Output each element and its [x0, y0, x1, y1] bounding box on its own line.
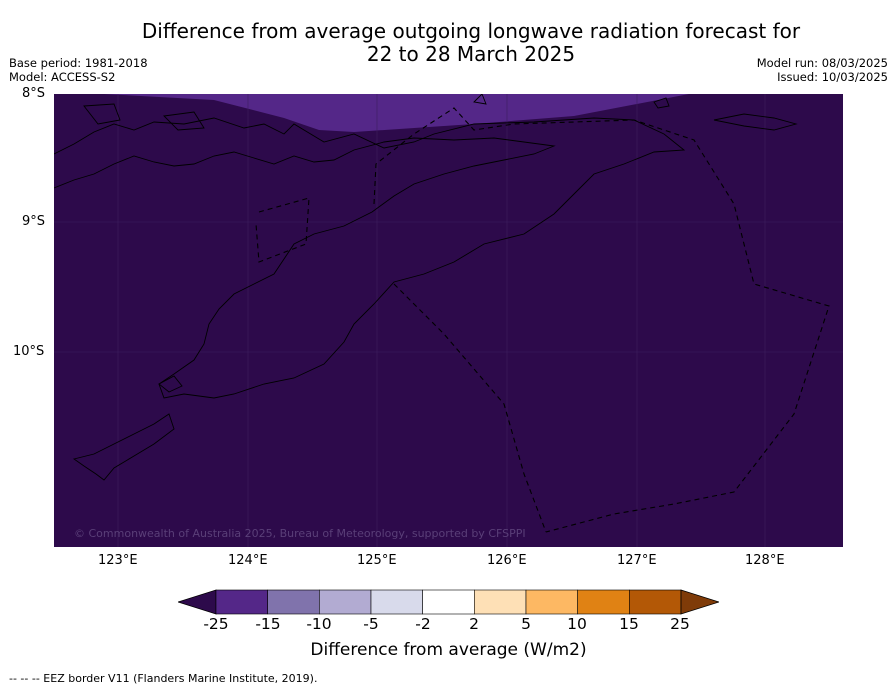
colorbar-arrow-low [178, 589, 217, 615]
colorbar-segment [319, 589, 372, 615]
cb-tick-3: -10 [306, 615, 332, 633]
colorbar-segment [215, 589, 268, 615]
lon-label-123e: 123°E [98, 553, 138, 568]
northern-anomaly-band [104, 94, 689, 132]
chart-title: Difference from average outgoing longwav… [110, 20, 832, 66]
map-area: © Commonwealth of Australia 2025, Bureau… [54, 94, 843, 547]
lat-label-10s: 10°S [13, 344, 45, 359]
lon-label-128e: 128°E [745, 553, 785, 568]
cb-tick-8: 10 [567, 615, 587, 633]
colorbar-segment [577, 589, 630, 615]
colorbar-segment [370, 589, 423, 615]
colorbar-segment [267, 589, 320, 615]
lon-label-124e: 124°E [228, 553, 268, 568]
lon-label-127e: 127°E [617, 553, 657, 568]
lon-label-125e: 125°E [357, 553, 397, 568]
model-run: Model run: 08/03/2025 [756, 56, 888, 70]
cb-tick-7: 5 [521, 615, 531, 633]
colorbar-segment [629, 589, 682, 615]
cb-tick-9: 15 [619, 615, 639, 633]
model-name: Model: ACCESS-S2 [9, 70, 116, 84]
title-line-1: Difference from average outgoing longwav… [141, 19, 801, 43]
map-background [54, 94, 843, 547]
title-line-2: 22 to 28 March 2025 [366, 42, 576, 66]
cb-tick-10: 25 [670, 615, 690, 633]
graticule [54, 94, 843, 547]
footnote: -- -- -- EEZ border V11 (Flanders Marine… [9, 672, 318, 685]
colorbar-segment [422, 589, 475, 615]
lon-label-126e: 126°E [487, 553, 527, 568]
colorbar [178, 589, 719, 615]
issued-date: Issued: 10/03/2025 [777, 70, 888, 84]
lat-label-8s: 8°S [22, 86, 46, 101]
cb-tick-2: -15 [255, 615, 281, 633]
cb-tick-5: -2 [415, 615, 431, 633]
colorbar-segment [525, 589, 578, 615]
run-info: Model run: 08/03/2025 Issued: 10/03/2025 [757, 56, 888, 84]
cb-tick-4: -5 [363, 615, 379, 633]
base-period: Base period: 1981-2018 [9, 56, 148, 70]
copyright-text: © Commonwealth of Australia 2025, Bureau… [74, 527, 526, 540]
colorbar-arrow-high [680, 589, 719, 615]
cb-tick-6: 2 [469, 615, 479, 633]
lat-label-9s: 9°S [22, 214, 46, 229]
eez-border [255, 107, 830, 533]
coastlines [54, 94, 798, 481]
base-info: Base period: 1981-2018 Model: ACCESS-S2 [9, 56, 148, 84]
cb-tick-1: -25 [203, 615, 229, 633]
colorbar-segment [474, 589, 527, 615]
colorbar-label: Difference from average (W/m2) [310, 640, 587, 660]
